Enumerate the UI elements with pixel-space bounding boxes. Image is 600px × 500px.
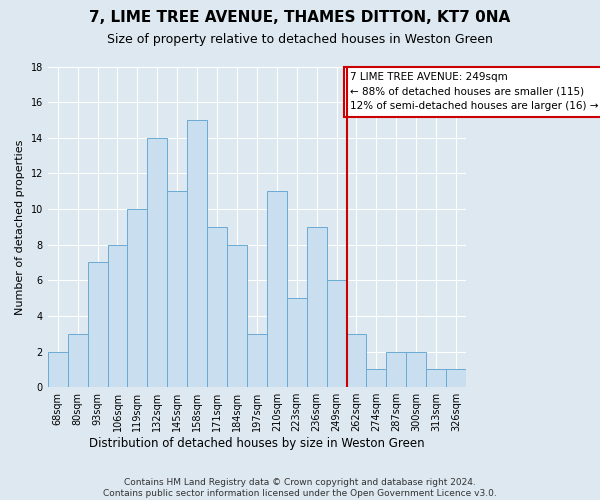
Text: Size of property relative to detached houses in Weston Green: Size of property relative to detached ho…: [107, 32, 493, 46]
Text: Contains HM Land Registry data © Crown copyright and database right 2024.
Contai: Contains HM Land Registry data © Crown c…: [103, 478, 497, 498]
Text: 7, LIME TREE AVENUE, THAMES DITTON, KT7 0NA: 7, LIME TREE AVENUE, THAMES DITTON, KT7 …: [89, 10, 511, 25]
Bar: [167, 191, 187, 387]
Bar: [386, 352, 406, 387]
Bar: [107, 244, 127, 387]
X-axis label: Distribution of detached houses by size in Weston Green: Distribution of detached houses by size …: [89, 437, 425, 450]
Bar: [267, 191, 287, 387]
Bar: [148, 138, 167, 387]
Bar: [287, 298, 307, 387]
Bar: [326, 280, 347, 387]
Bar: [307, 227, 326, 387]
Bar: [426, 370, 446, 387]
Bar: [207, 227, 227, 387]
Bar: [446, 370, 466, 387]
Bar: [127, 209, 148, 387]
Bar: [187, 120, 207, 387]
Bar: [367, 370, 386, 387]
Bar: [247, 334, 267, 387]
Bar: [406, 352, 426, 387]
Bar: [48, 352, 68, 387]
Bar: [347, 334, 367, 387]
Bar: [88, 262, 107, 387]
Bar: [227, 244, 247, 387]
Bar: [68, 334, 88, 387]
Y-axis label: Number of detached properties: Number of detached properties: [15, 139, 25, 314]
Text: 7 LIME TREE AVENUE: 249sqm
← 88% of detached houses are smaller (115)
12% of sem: 7 LIME TREE AVENUE: 249sqm ← 88% of deta…: [350, 72, 598, 112]
